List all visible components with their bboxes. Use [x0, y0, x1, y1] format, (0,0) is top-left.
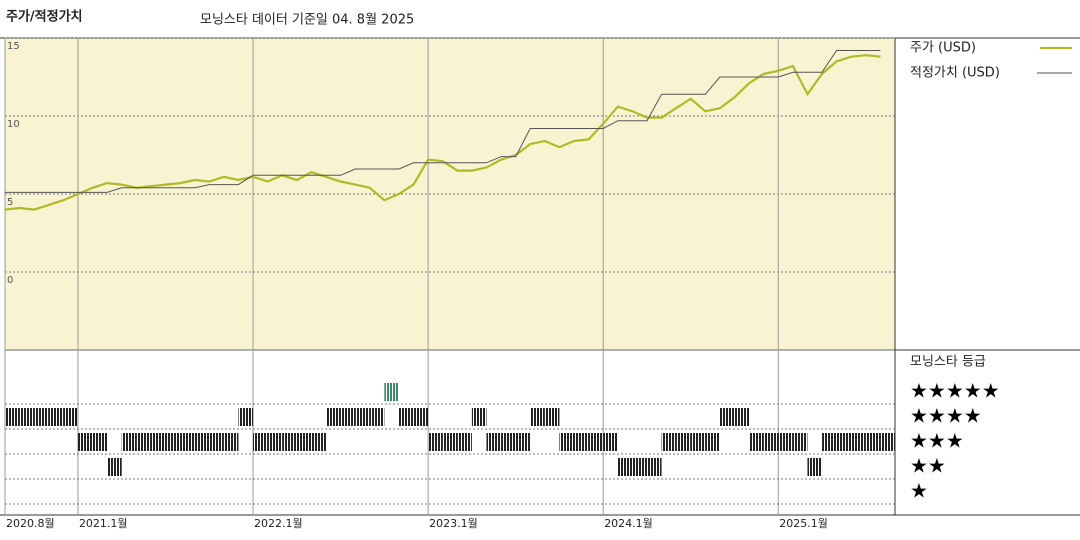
rating-bar [253, 433, 268, 451]
rating-bar [574, 433, 589, 451]
series-line [5, 50, 881, 193]
rating-bar [603, 433, 618, 451]
rating-bar [719, 408, 735, 426]
rating-bar [296, 433, 312, 451]
rating-label: ★ [910, 479, 928, 503]
rating-bar [194, 433, 210, 451]
x-tick-label: 2021.1월 [79, 517, 128, 530]
rating-bar [457, 433, 472, 451]
rating-bar [661, 433, 677, 451]
x-tick-label: 2020.8월 [6, 517, 55, 530]
rating-bar [150, 433, 166, 451]
rating-bar [311, 433, 326, 451]
rating-bar [734, 408, 750, 426]
rating-bar [632, 458, 647, 476]
rating-label: ★★★ [910, 429, 964, 453]
rating-bar [442, 433, 458, 451]
chart-subtitle: 모닝스타 데이터 기준일 04. 8월 2025 [200, 13, 414, 28]
rating-bar [340, 408, 356, 426]
rating-bar [559, 433, 575, 451]
y-tick-label: 15 [7, 41, 20, 52]
y-tick-label: 0 [7, 275, 13, 286]
rating-bar [180, 433, 195, 451]
rating-bar [544, 408, 560, 426]
rating-bar [486, 433, 502, 451]
rating-bar [530, 408, 545, 426]
legend-label: 적정가치 (USD) [910, 66, 1000, 81]
rating-bar [515, 433, 531, 451]
rating-title: 모닝스타 등급 [910, 355, 986, 370]
rating-bar [471, 408, 487, 426]
rating-bar [792, 433, 808, 451]
rating-bar [880, 433, 895, 451]
rating-bar [238, 408, 254, 426]
x-tick-label: 2024.1월 [604, 517, 653, 530]
rating-bar [588, 433, 604, 451]
rating-bar [705, 433, 720, 451]
rating-label: ★★★★ [910, 404, 982, 428]
rating-bar [369, 408, 385, 426]
rating-bar [77, 433, 93, 451]
rating-bar [325, 408, 341, 426]
rating-bar [778, 433, 793, 451]
rating-bar [865, 433, 881, 451]
rating-bar [34, 408, 49, 426]
rating-bar [5, 408, 20, 426]
rating-bar [501, 433, 516, 451]
rating-bar [836, 433, 852, 451]
rating-bar [19, 408, 35, 426]
rating-bar [676, 433, 691, 451]
y-tick-label: 10 [7, 119, 20, 130]
rating-bar [822, 433, 837, 451]
rating-bar [617, 458, 633, 476]
rating-bar [107, 458, 122, 476]
rating-bar [92, 433, 108, 451]
rating-bar [209, 433, 224, 451]
rating-bar [807, 458, 823, 476]
rating-panel [4, 349, 896, 516]
y-tick-label: 5 [7, 197, 13, 208]
chart-title: 주가/적정가치 [6, 9, 83, 25]
x-tick-label: 2025.1월 [779, 517, 828, 530]
rating-bar [136, 433, 151, 451]
rating-bar [428, 433, 443, 451]
x-tick-label: 2022.1월 [254, 517, 303, 530]
rating-bar [413, 408, 429, 426]
rating-label: ★★ [910, 454, 946, 478]
rating-bar [282, 433, 297, 451]
rating-bar [63, 408, 78, 426]
rating-bar [48, 408, 64, 426]
rating-bar [763, 433, 779, 451]
rating-bar [121, 433, 137, 451]
rating-bar [384, 383, 399, 401]
rating-label: ★★★★★ [910, 379, 1000, 403]
x-tick-label: 2023.1월 [429, 517, 478, 530]
rating-bar [749, 433, 764, 451]
series-line [4, 54, 881, 211]
rating-bar [646, 458, 662, 476]
rating-bar [165, 433, 181, 451]
rating-bar [267, 433, 283, 451]
rating-bar [398, 408, 414, 426]
rating-bar [690, 433, 706, 451]
rating-bar [851, 433, 866, 451]
legend-label: 주가 (USD) [910, 41, 976, 56]
rating-bar [355, 408, 370, 426]
rating-bar [223, 433, 239, 451]
